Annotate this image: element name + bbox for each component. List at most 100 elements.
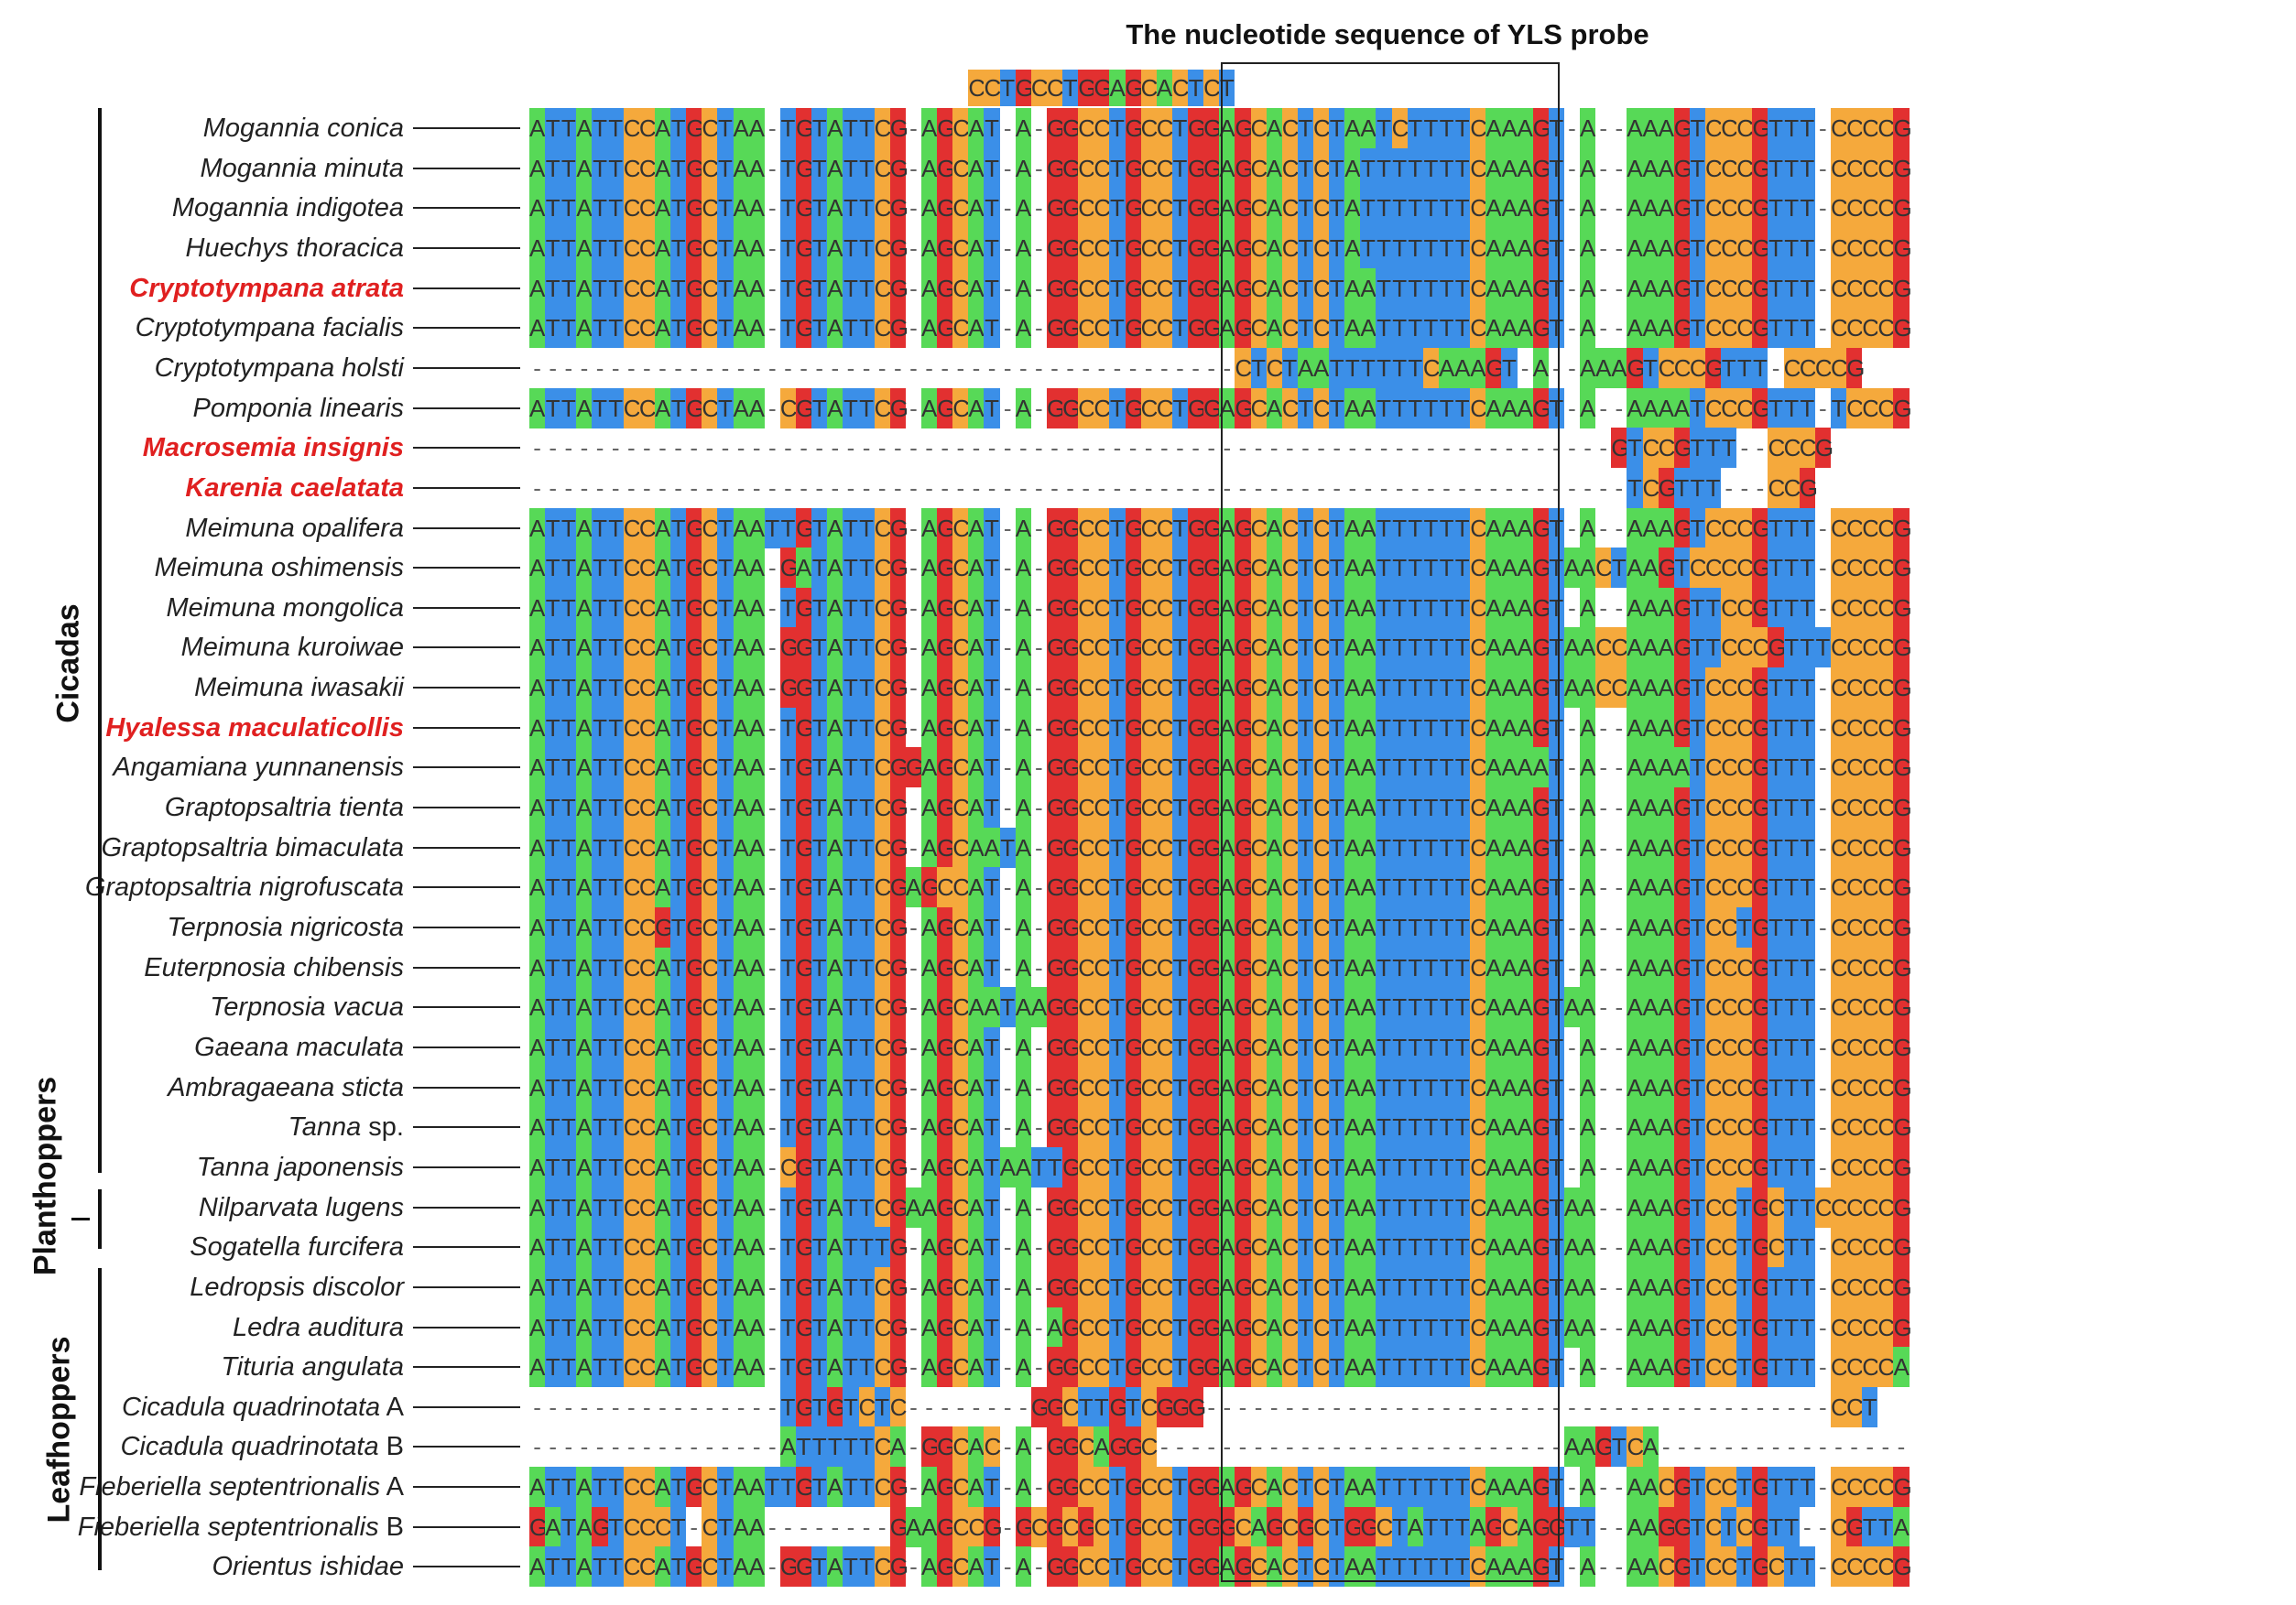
- nucleotide-cell: C: [1830, 108, 1848, 148]
- nucleotide-cell: C: [1877, 1187, 1895, 1228]
- nucleotide-cell: -: [1078, 428, 1094, 468]
- nucleotide-cell: T: [1376, 907, 1392, 948]
- nucleotide-cell: T: [1862, 1506, 1878, 1547]
- label-leader-line: [413, 167, 520, 169]
- probe-base: C: [1030, 70, 1049, 106]
- nucleotide-cell: -: [1031, 148, 1047, 189]
- nucleotide-cell: -: [1454, 1426, 1470, 1467]
- nucleotide-cell: T: [1407, 587, 1423, 628]
- nucleotide-cell: T: [607, 1107, 624, 1148]
- nucleotide-cell: T: [1799, 108, 1815, 148]
- nucleotide-cell: A: [1642, 1187, 1659, 1228]
- nucleotide-cell: G: [1893, 1467, 1912, 1508]
- nucleotide-cell: T: [1329, 827, 1345, 868]
- nucleotide-cell: G: [937, 1187, 955, 1228]
- nucleotide-cell: -: [1485, 468, 1501, 508]
- nucleotide-cell: G: [1893, 1187, 1912, 1228]
- nucleotide-cell: -: [560, 1387, 576, 1427]
- nucleotide-cell: G: [1673, 1067, 1692, 1108]
- label-leader-line: [413, 327, 520, 330]
- nucleotide-cell: -: [1752, 468, 1768, 508]
- nucleotide-cell: T: [1783, 308, 1800, 349]
- nucleotide-cell: C: [1250, 1107, 1268, 1148]
- nucleotide-cell: C: [952, 627, 970, 668]
- nucleotide-cell: T: [1391, 387, 1408, 428]
- nucleotide-cell: A: [1266, 747, 1282, 788]
- nucleotide-cell: A: [999, 1146, 1016, 1187]
- nucleotide-cell: G: [1846, 347, 1865, 388]
- nucleotide-cell: A: [1015, 548, 1031, 589]
- nucleotide-cell: T: [560, 1107, 577, 1148]
- nucleotide-cell: A: [1485, 947, 1502, 988]
- taxon-name: Meimuna mongolica: [166, 593, 404, 623]
- nucleotide-cell: T: [1689, 1467, 1705, 1508]
- nucleotide-cell: C: [1736, 1026, 1754, 1068]
- nucleotide-cell: C: [1830, 1386, 1848, 1427]
- nucleotide-cell: G: [1188, 548, 1206, 589]
- nucleotide-cell: T: [1329, 867, 1345, 908]
- nucleotide-cell: A: [748, 1347, 765, 1388]
- nucleotide-cell: A: [1344, 827, 1361, 868]
- nucleotide-cell: C: [1250, 1026, 1268, 1068]
- nucleotide-cell: T: [1438, 1546, 1455, 1588]
- nucleotide-cell: A: [921, 1227, 937, 1268]
- nucleotide-cell: C: [1877, 308, 1895, 349]
- nucleotide-cell: T: [1171, 1146, 1189, 1187]
- nucleotide-cell: C: [1705, 227, 1723, 268]
- nucleotide-cell: A: [1627, 267, 1643, 309]
- nucleotide-cell: A: [1580, 147, 1595, 189]
- nucleotide-cell: G: [1203, 947, 1222, 988]
- nucleotide-cell: T: [1563, 1506, 1581, 1547]
- nucleotide-cell: C: [1470, 507, 1487, 548]
- nucleotide-cell: C: [638, 1146, 657, 1187]
- nucleotide-cell: A: [827, 1067, 843, 1108]
- nucleotide-cell: A: [1517, 267, 1533, 309]
- nucleotide-cell: A: [1344, 147, 1361, 189]
- nucleotide-cell: G: [827, 1386, 846, 1427]
- nucleotide-cell: T: [1799, 1266, 1815, 1307]
- nucleotide-cell: G: [1799, 467, 1818, 508]
- nucleotide-cell: T: [1329, 1026, 1345, 1068]
- nucleotide-cell: C: [1846, 1187, 1864, 1228]
- nucleotide-cell: G: [889, 587, 909, 628]
- nucleotide-cell: T: [1407, 1307, 1423, 1348]
- nucleotide-cell: T: [1721, 428, 1737, 469]
- nucleotide-cell: A: [779, 1426, 796, 1468]
- nucleotide-cell: A: [1627, 947, 1643, 988]
- nucleotide-cell: T: [1783, 188, 1800, 229]
- nucleotide-cell: C: [1250, 707, 1268, 748]
- nucleotide-cell: T: [1376, 507, 1392, 548]
- nucleotide-cell: T: [1297, 1467, 1313, 1508]
- nucleotide-cell: G: [1046, 707, 1065, 748]
- nucleotide-cell: C: [874, 787, 891, 829]
- taxon-label: Fieberiella septentrionalis A: [79, 1467, 408, 1507]
- nucleotide-cell: -: [1031, 1426, 1047, 1467]
- nucleotide-cell: -: [1251, 1387, 1267, 1427]
- nucleotide-cell: A: [827, 947, 843, 988]
- nucleotide-cell: A: [1360, 507, 1377, 548]
- nucleotide-cell: T: [1109, 1187, 1126, 1228]
- nucleotide-cell: A: [529, 308, 545, 349]
- nucleotide-cell: -: [702, 348, 717, 388]
- nucleotide-cell: A: [1517, 707, 1533, 748]
- nucleotide-cell: T: [1454, 1506, 1471, 1547]
- nucleotide-cell: C: [1721, 587, 1738, 628]
- nucleotide-cell: T: [984, 947, 1000, 988]
- nucleotide-cell: T: [545, 667, 561, 709]
- nucleotide-cell: A: [1580, 227, 1595, 268]
- nucleotide-cell: G: [1752, 308, 1771, 349]
- nucleotide-cell: A: [1642, 1467, 1659, 1508]
- nucleotide-cell: A: [576, 1266, 593, 1307]
- nucleotide-cell: -: [1595, 1027, 1611, 1068]
- nucleotide-cell: C: [1877, 1266, 1895, 1307]
- nucleotide-cell: C: [1078, 867, 1095, 908]
- nucleotide-cell: G: [1752, 147, 1771, 189]
- nucleotide-cell: C: [1705, 147, 1723, 189]
- nucleotide-cell: -: [984, 468, 999, 508]
- nucleotide-cell: -: [843, 348, 858, 388]
- nucleotide-cell: G: [654, 907, 673, 948]
- nucleotide-cell: -: [1611, 1147, 1627, 1187]
- nucleotide-cell: C: [1736, 587, 1754, 628]
- nucleotide-cell: A: [984, 987, 1000, 1028]
- nucleotide-cell: A: [827, 587, 843, 628]
